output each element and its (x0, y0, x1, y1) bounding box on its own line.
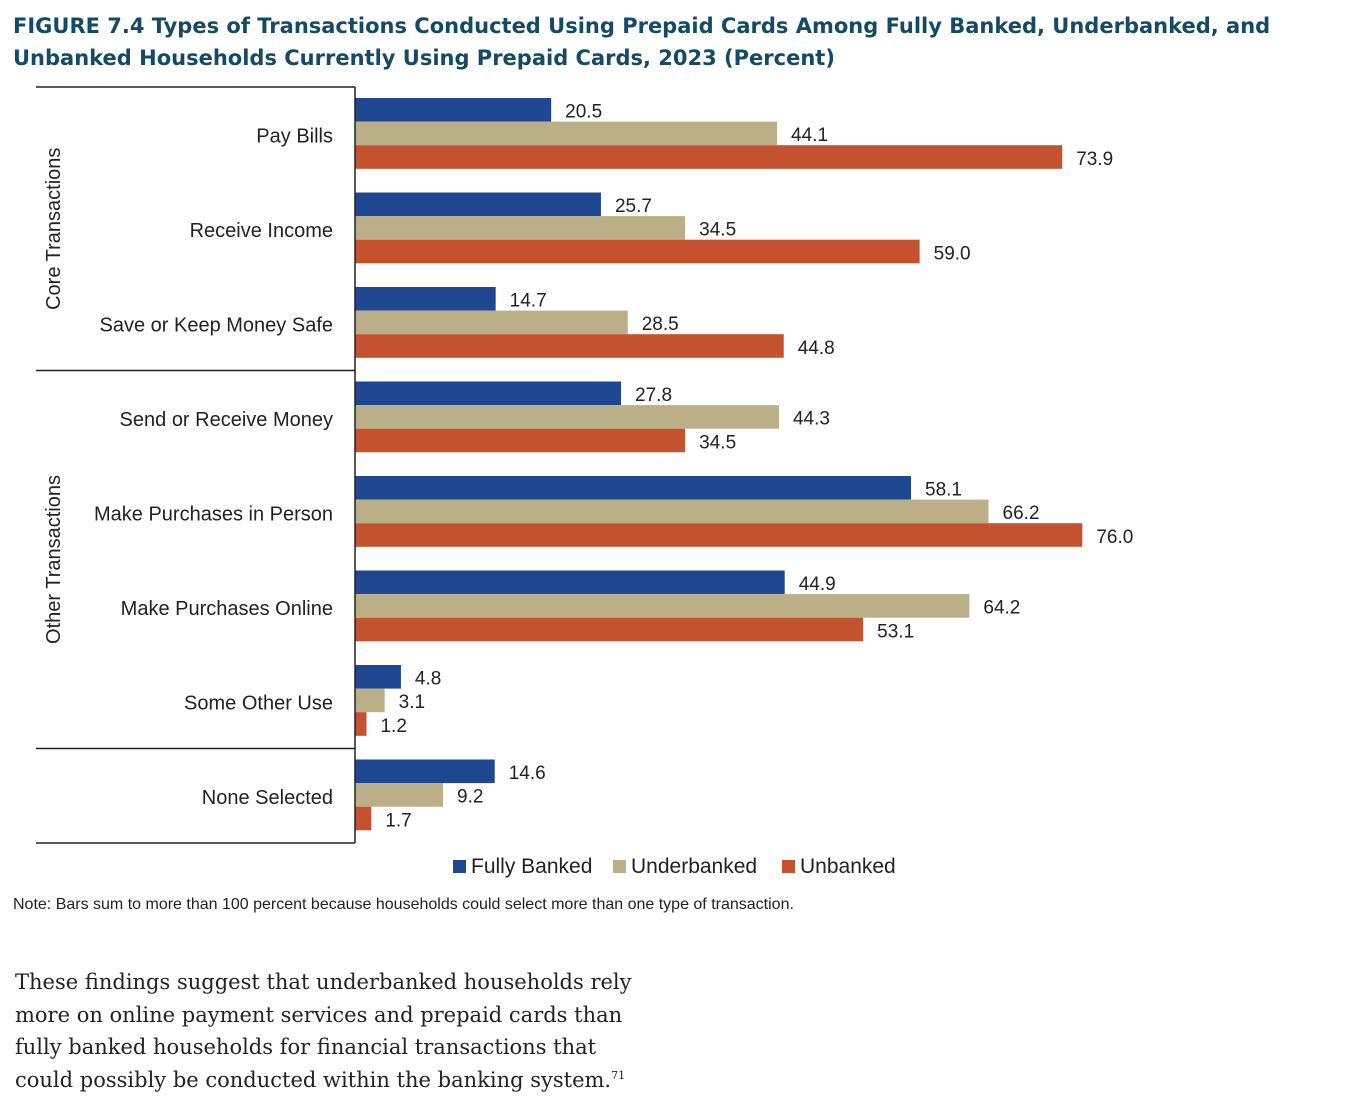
bar-underbanked-make-purchases-online (355, 594, 970, 618)
bar-fully-banked-send-or-receive-money (355, 381, 622, 406)
bar-unbanked-some-other-use (355, 712, 367, 736)
value-label-fully-banked-pay-bills: 20.5 (565, 102, 602, 123)
bar-fully-banked-some-other-use (355, 665, 401, 689)
category-label-send-or-receive-money: Send or Receive Money (120, 409, 333, 431)
value-label-underbanked-some-other-use: 3.1 (399, 692, 425, 713)
legend-swatch-fully-banked (453, 860, 466, 873)
bar-underbanked-make-purchases-in-person (355, 499, 989, 524)
bar-fully-banked-receive-income (355, 192, 601, 217)
value-label-fully-banked-send-or-receive-money: 27.8 (635, 385, 672, 406)
legend-label-fully-banked: Fully Banked (471, 855, 592, 878)
value-label-unbanked-save-or-keep-money-safe: 44.8 (798, 338, 835, 359)
bar-unbanked-receive-income (355, 239, 920, 264)
bar-fully-banked-none-selected (355, 759, 495, 784)
legend-swatch-unbanked (782, 860, 795, 873)
legend-swatch-underbanked (613, 860, 626, 873)
value-label-underbanked-receive-income: 34.5 (699, 220, 736, 241)
value-label-underbanked-make-purchases-online: 64.2 (983, 598, 1020, 619)
value-label-unbanked-none-selected: 1.7 (385, 810, 411, 831)
bar-chart: Pay Bills 20.5 44.1 73.9 Receive Income 25.7 3… (36, 86, 1133, 878)
bar-underbanked-pay-bills (355, 121, 778, 146)
bar-unbanked-save-or-keep-money-safe (355, 334, 784, 358)
bar-underbanked-send-or-receive-money (355, 405, 779, 429)
value-label-underbanked-pay-bills: 44.1 (791, 125, 828, 146)
bar-unbanked-make-purchases-online (355, 617, 864, 642)
category-label-receive-income: Receive Income (190, 220, 333, 242)
chart-note: Note: Bars sum to more than 100 percent … (13, 896, 794, 913)
body-paragraph: These findings suggest that underbanked … (15, 966, 655, 1096)
group-label-other-transactions: Other Transactions (43, 475, 65, 644)
bar-underbanked-save-or-keep-money-safe (355, 310, 628, 335)
value-label-underbanked-none-selected: 9.2 (457, 787, 483, 808)
value-label-fully-banked-some-other-use: 4.8 (415, 669, 441, 690)
value-label-fully-banked-none-selected: 14.6 (509, 763, 546, 784)
body-paragraph-text: These findings suggest that underbanked … (15, 970, 632, 1092)
value-label-fully-banked-make-purchases-in-person: 58.1 (925, 480, 962, 501)
value-label-fully-banked-save-or-keep-money-safe: 14.7 (510, 291, 547, 312)
value-label-underbanked-send-or-receive-money: 44.3 (793, 409, 830, 430)
bar-unbanked-make-purchases-in-person (355, 523, 1083, 547)
bar-unbanked-send-or-receive-money (355, 428, 686, 453)
category-label-pay-bills: Pay Bills (256, 125, 333, 147)
bar-fully-banked-make-purchases-online (355, 570, 785, 595)
value-label-unbanked-pay-bills: 73.9 (1076, 149, 1113, 170)
value-label-fully-banked-receive-income: 25.7 (615, 196, 652, 217)
bar-fully-banked-pay-bills (355, 98, 552, 122)
bar-underbanked-receive-income (355, 216, 686, 240)
figure-title: FIGURE 7.4 Types of Transactions Conduct… (13, 14, 1271, 70)
bar-underbanked-none-selected (355, 783, 444, 807)
category-label-make-purchases-in-person: Make Purchases in Person (94, 503, 333, 525)
category-label-make-purchases-online: Make Purchases Online (121, 598, 333, 620)
category-label-none-selected: None Selected (202, 787, 333, 809)
bar-unbanked-pay-bills (355, 145, 1063, 169)
value-label-fully-banked-make-purchases-online: 44.9 (799, 574, 836, 595)
value-label-unbanked-make-purchases-in-person: 76.0 (1096, 527, 1133, 548)
bar-fully-banked-save-or-keep-money-safe (355, 287, 496, 311)
bar-unbanked-none-selected (355, 806, 372, 831)
legend-label-unbanked: Unbanked (800, 855, 896, 878)
bar-fully-banked-make-purchases-in-person (355, 476, 912, 500)
group-label-core-transactions: Core Transactions (43, 148, 65, 310)
value-label-unbanked-make-purchases-online: 53.1 (877, 621, 914, 642)
value-label-underbanked-make-purchases-in-person: 66.2 (1003, 503, 1040, 524)
value-label-unbanked-receive-income: 59.0 (934, 243, 971, 264)
category-label-save-or-keep-money-safe: Save or Keep Money Safe (100, 314, 333, 336)
category-label-some-other-use: Some Other Use (184, 692, 333, 714)
bar-underbanked-some-other-use (355, 688, 385, 713)
footnote-reference: 71 (611, 1068, 626, 1082)
legend-label-underbanked: Underbanked (631, 855, 757, 878)
value-label-underbanked-save-or-keep-money-safe: 28.5 (642, 314, 679, 335)
value-label-unbanked-some-other-use: 1.2 (380, 716, 406, 737)
value-label-unbanked-send-or-receive-money: 34.5 (699, 432, 736, 453)
